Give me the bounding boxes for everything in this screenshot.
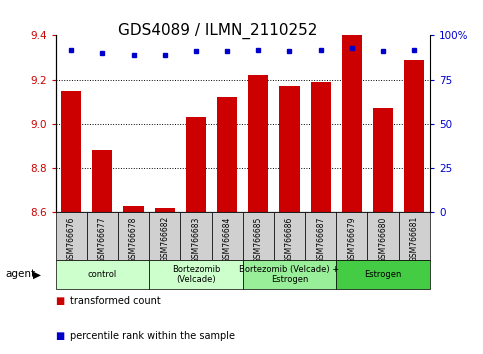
Bar (342, 35, 362, 212)
Bar (336, 212, 368, 260)
Text: ■: ■ (56, 331, 65, 341)
Text: GSM766678: GSM766678 (129, 216, 138, 263)
Bar (92, 150, 113, 212)
Text: GSM766684: GSM766684 (223, 216, 232, 263)
Text: GSM766681: GSM766681 (410, 216, 419, 262)
Bar (368, 212, 398, 260)
Text: GSM766682: GSM766682 (160, 216, 169, 262)
Text: GSM766685: GSM766685 (254, 216, 263, 263)
Bar (155, 208, 175, 212)
Bar (248, 75, 269, 212)
Text: ▶: ▶ (33, 269, 41, 279)
Text: GDS4089 / ILMN_2110252: GDS4089 / ILMN_2110252 (118, 23, 317, 39)
Text: ■: ■ (56, 296, 65, 306)
Bar (398, 212, 430, 260)
Bar (61, 91, 81, 212)
Bar (186, 117, 206, 212)
Text: GSM766677: GSM766677 (98, 216, 107, 263)
Bar (373, 108, 393, 212)
Bar (404, 60, 425, 212)
Bar (274, 212, 305, 260)
Text: Bortezomib
(Velcade): Bortezomib (Velcade) (172, 265, 220, 284)
Text: control: control (88, 270, 117, 279)
Text: percentile rank within the sample: percentile rank within the sample (70, 331, 235, 341)
Bar (217, 97, 237, 212)
Bar (180, 212, 212, 260)
Bar (123, 206, 143, 212)
Bar (56, 260, 149, 289)
Bar (118, 212, 149, 260)
Bar (242, 260, 336, 289)
Text: GSM766686: GSM766686 (285, 216, 294, 263)
Text: GSM766687: GSM766687 (316, 216, 325, 263)
Bar (311, 82, 331, 212)
Text: GSM766679: GSM766679 (347, 216, 356, 263)
Text: agent: agent (6, 269, 36, 279)
Bar (305, 212, 336, 260)
Bar (279, 86, 299, 212)
Bar (336, 260, 430, 289)
Text: Bortezomib (Velcade) +
Estrogen: Bortezomib (Velcade) + Estrogen (240, 265, 340, 284)
Bar (56, 212, 87, 260)
Text: Estrogen: Estrogen (364, 270, 402, 279)
Bar (87, 212, 118, 260)
Bar (149, 260, 242, 289)
Text: GSM766683: GSM766683 (191, 216, 200, 263)
Bar (242, 212, 274, 260)
Bar (212, 212, 242, 260)
Text: GSM766676: GSM766676 (67, 216, 76, 263)
Bar (149, 212, 180, 260)
Text: transformed count: transformed count (70, 296, 161, 306)
Text: GSM766680: GSM766680 (379, 216, 387, 263)
